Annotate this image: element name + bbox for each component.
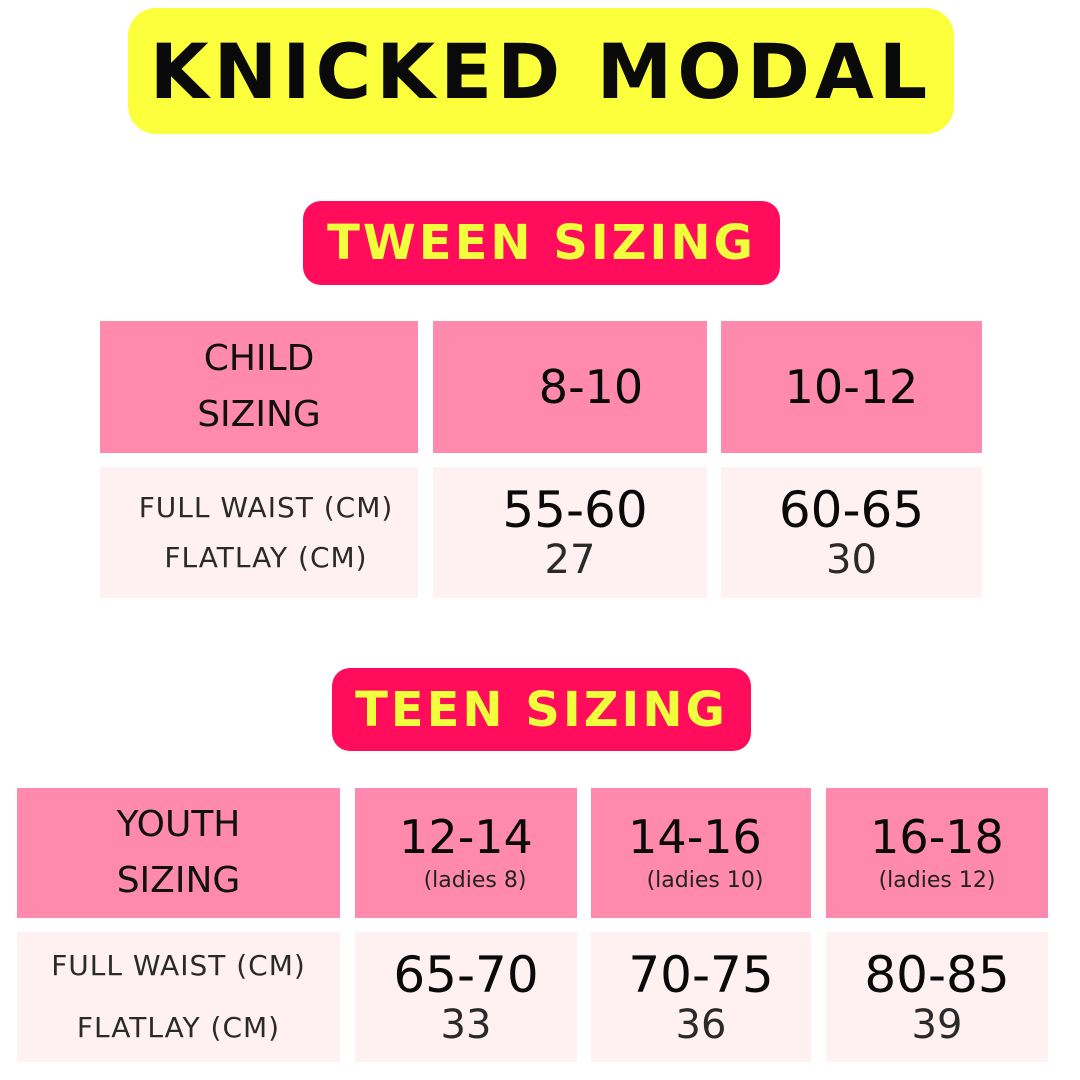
teen-label-header-cell: YOUTH SIZING bbox=[17, 788, 340, 918]
teen-size-sublabel: (ladies 10) bbox=[646, 867, 764, 893]
tween-section-title: TWEEN SIZING bbox=[327, 215, 756, 271]
teen-section-badge: TEEN SIZING bbox=[332, 668, 751, 751]
tween-label-line2: SIZING bbox=[197, 394, 321, 435]
teen-value-cell: 80-85 39 bbox=[826, 932, 1048, 1062]
teen-row-label-cell: FULL WAIST (CM) FLATLAY (CM) bbox=[17, 932, 340, 1062]
teen-size-header-cell: 14-16 (ladies 10) bbox=[591, 788, 811, 918]
tween-row-label-cell: FULL WAIST (CM) FLATLAY (CM) bbox=[100, 467, 418, 598]
tween-size-label: 8-10 bbox=[538, 359, 644, 414]
teen-value-cell: 65-70 33 bbox=[355, 932, 577, 1062]
teen-label-line2: SIZING bbox=[116, 860, 241, 901]
tween-label-line1: CHILD bbox=[203, 338, 315, 379]
teen-size-sublabel: (ladies 12) bbox=[878, 867, 996, 893]
title-banner: KNICKED MODAL bbox=[128, 8, 954, 134]
flatlay-value: 27 bbox=[544, 537, 596, 583]
teen-section-title: TEEN SIZING bbox=[355, 681, 728, 738]
flatlay-value: 39 bbox=[911, 1001, 963, 1048]
tween-label-header-cell: CHILD SIZING bbox=[100, 321, 418, 453]
full-waist-value: 55-60 bbox=[502, 481, 648, 539]
tween-section-badge: TWEEN SIZING bbox=[303, 201, 780, 285]
flatlay-label: FLATLAY (CM) bbox=[76, 1011, 281, 1044]
teen-label-line1: YOUTH bbox=[116, 804, 241, 845]
full-waist-value: 65-70 bbox=[393, 945, 539, 1004]
tween-size-label: 10-12 bbox=[784, 359, 919, 414]
tween-size-header-cell: 8-10 bbox=[433, 321, 707, 453]
tween-size-header-cell: 10-12 bbox=[721, 321, 982, 453]
full-waist-label: FULL WAIST (CM) bbox=[138, 490, 394, 524]
full-waist-value: 60-65 bbox=[778, 481, 925, 539]
teen-size-label: 14-16 bbox=[628, 810, 762, 865]
page-title: KNICKED MODAL bbox=[149, 26, 933, 116]
teen-size-sublabel: (ladies 8) bbox=[423, 867, 527, 893]
teen-size-label: 12-14 bbox=[399, 810, 533, 865]
teen-value-cell: 70-75 36 bbox=[591, 932, 811, 1062]
teen-size-label: 16-18 bbox=[870, 810, 1004, 865]
flatlay-value: 33 bbox=[440, 1001, 492, 1048]
flatlay-value: 30 bbox=[826, 537, 877, 583]
teen-size-header-cell: 16-18 (ladies 12) bbox=[826, 788, 1048, 918]
full-waist-label: FULL WAIST (CM) bbox=[51, 949, 306, 982]
flatlay-label: FLATLAY (CM) bbox=[164, 540, 368, 574]
full-waist-value: 80-85 bbox=[864, 945, 1010, 1004]
tween-value-cell: 55-60 27 bbox=[433, 467, 707, 598]
tween-value-cell: 60-65 30 bbox=[721, 467, 982, 598]
teen-size-header-cell: 12-14 (ladies 8) bbox=[355, 788, 577, 918]
full-waist-value: 70-75 bbox=[628, 945, 774, 1004]
flatlay-value: 36 bbox=[675, 1001, 727, 1048]
